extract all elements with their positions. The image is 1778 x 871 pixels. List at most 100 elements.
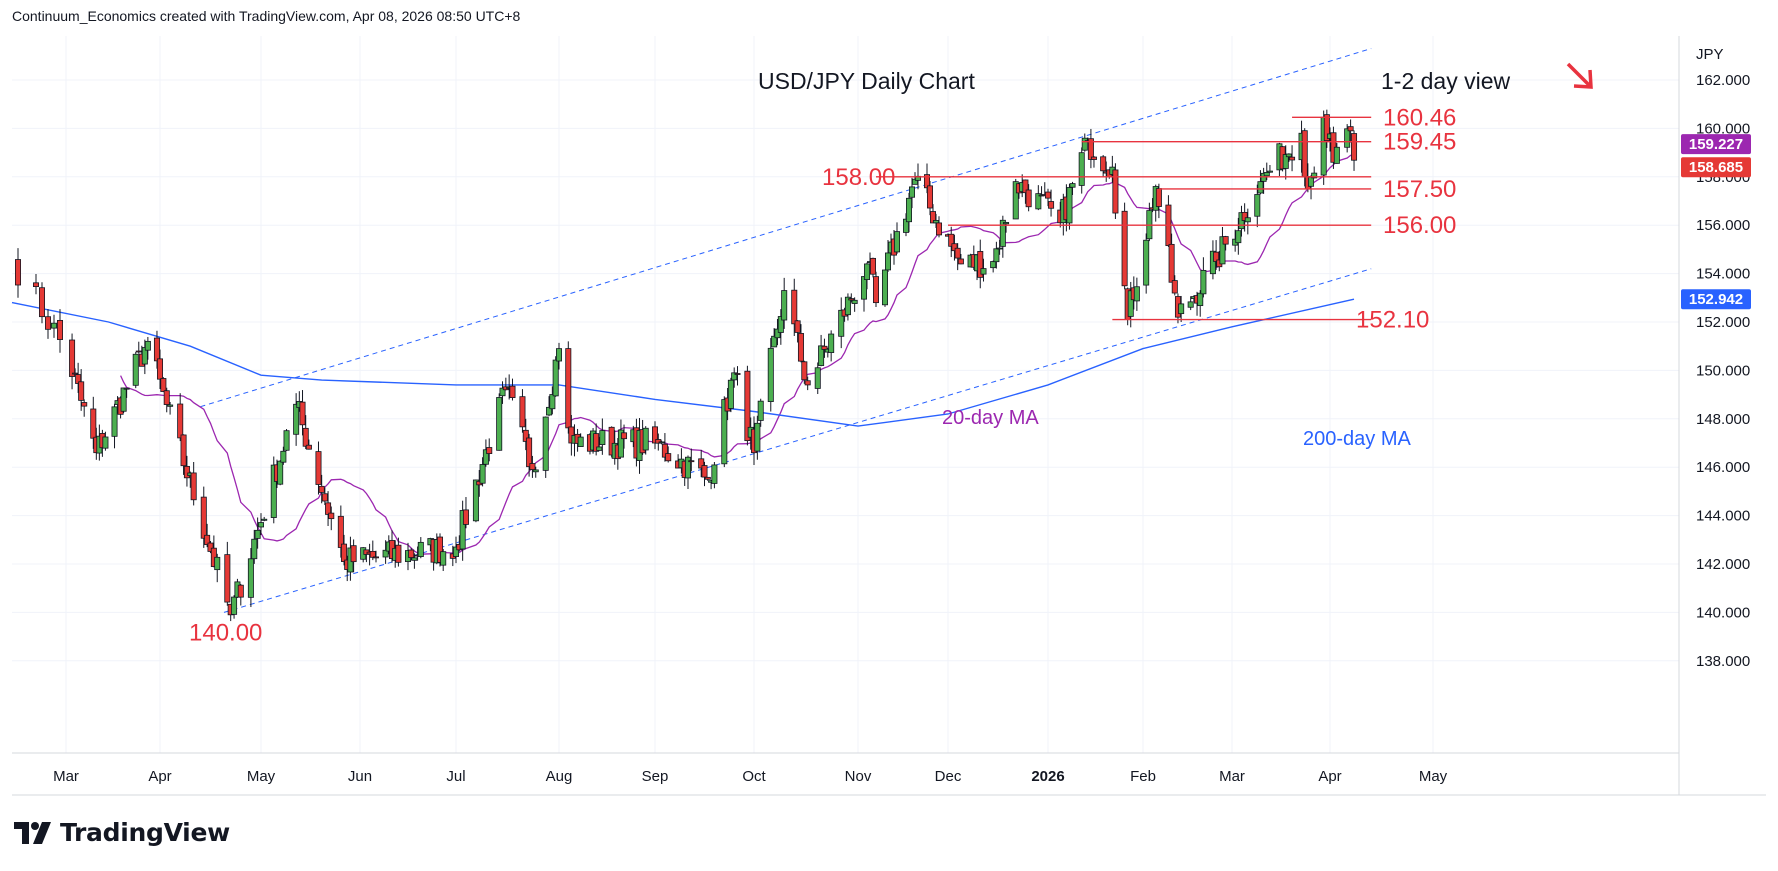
candle xyxy=(1025,184,1032,212)
candle xyxy=(78,369,85,411)
level-label: 140.00 xyxy=(189,619,262,646)
candle xyxy=(599,418,606,455)
price-badges: 159.227 158.685 152.942 xyxy=(1681,134,1751,310)
candle xyxy=(927,181,934,216)
candle xyxy=(999,215,1006,258)
candle xyxy=(957,253,964,265)
candle xyxy=(482,439,489,467)
candle xyxy=(948,226,955,258)
candle xyxy=(1048,189,1055,217)
y-tick-label: 150.000 xyxy=(1696,362,1750,379)
candle xyxy=(870,257,877,278)
candle xyxy=(1219,226,1226,265)
x-tick-label: Feb xyxy=(1130,768,1156,785)
y-axis[interactable]: 162.000160.000158.000156.000154.000152.0… xyxy=(1696,72,1750,670)
candle xyxy=(688,448,695,472)
candle xyxy=(14,248,21,298)
candle xyxy=(556,342,563,370)
candle xyxy=(848,293,855,303)
candle xyxy=(200,486,207,548)
candle xyxy=(81,399,88,417)
candle xyxy=(1069,181,1076,195)
x-tick-label: Mar xyxy=(1219,768,1245,785)
candle xyxy=(231,595,238,619)
candle xyxy=(372,550,379,563)
candle xyxy=(1351,130,1358,171)
candle xyxy=(214,553,221,583)
candle xyxy=(224,541,231,606)
candle xyxy=(315,441,322,495)
candle xyxy=(565,341,572,434)
candle xyxy=(1187,296,1194,311)
candle xyxy=(207,540,214,554)
candle xyxy=(906,192,913,233)
candle xyxy=(411,553,418,569)
candle xyxy=(794,320,801,343)
x-tick-label: Sep xyxy=(642,768,669,785)
x-tick-label: Dec xyxy=(935,768,962,785)
candle xyxy=(144,336,151,360)
candle xyxy=(237,583,244,606)
candle xyxy=(496,393,503,451)
candle xyxy=(160,377,167,393)
x-axis[interactable]: Mar Apr May Jun Jul Aug Sep Oct Nov Dec 2026 Feb Mar… xyxy=(53,768,1448,785)
candle xyxy=(522,418,529,451)
svg-text:152.942: 152.942 xyxy=(1689,291,1743,308)
candle xyxy=(167,401,174,415)
y-tick-label: 144.000 xyxy=(1696,508,1750,525)
candle xyxy=(283,429,290,451)
candle xyxy=(261,516,268,522)
candle xyxy=(417,537,424,559)
candle xyxy=(1168,233,1175,283)
level-label: 152.10 xyxy=(1356,307,1429,334)
candle xyxy=(472,479,479,523)
ma20-label: 20-day MA xyxy=(942,407,1039,429)
candle xyxy=(1235,217,1242,255)
candle xyxy=(382,540,389,564)
svg-text:159.227: 159.227 xyxy=(1689,136,1743,153)
candle xyxy=(661,433,668,462)
candle xyxy=(996,239,1003,255)
candle xyxy=(711,461,718,489)
y-tick-label: 162.000 xyxy=(1696,72,1750,89)
candle xyxy=(1289,145,1296,172)
y-tick-label: 160.000 xyxy=(1696,120,1750,137)
candle xyxy=(302,415,309,449)
currency-label: JPY xyxy=(1696,46,1724,63)
candle xyxy=(190,461,197,506)
candle xyxy=(486,438,493,462)
candle xyxy=(777,309,784,345)
candle xyxy=(951,234,958,261)
candle xyxy=(621,424,628,449)
candle xyxy=(797,324,804,363)
candle xyxy=(1171,275,1178,296)
candle xyxy=(791,278,798,337)
candle xyxy=(1112,163,1119,219)
candle xyxy=(1254,184,1261,228)
candle xyxy=(814,362,821,395)
candle xyxy=(801,360,808,384)
candle xyxy=(277,460,284,486)
candle xyxy=(1333,143,1340,164)
tradingview-logo[interactable]: TradingView xyxy=(14,818,230,847)
candle xyxy=(1081,133,1088,152)
candle xyxy=(254,517,261,549)
candle xyxy=(204,523,211,548)
candle xyxy=(721,396,728,468)
candle xyxy=(337,505,344,558)
candle xyxy=(526,433,533,477)
x-tick-label: Oct xyxy=(742,768,766,785)
down-arrow-icon xyxy=(1566,62,1593,89)
candle xyxy=(1282,145,1289,180)
candle xyxy=(552,356,559,397)
candle xyxy=(701,461,708,487)
plot-area[interactable] xyxy=(12,36,1679,758)
candle xyxy=(180,434,187,475)
candle xyxy=(321,487,328,506)
candle xyxy=(57,309,64,353)
x-tick-label: May xyxy=(247,768,276,785)
candle xyxy=(459,500,466,561)
candle xyxy=(102,431,109,451)
candle xyxy=(325,491,332,526)
